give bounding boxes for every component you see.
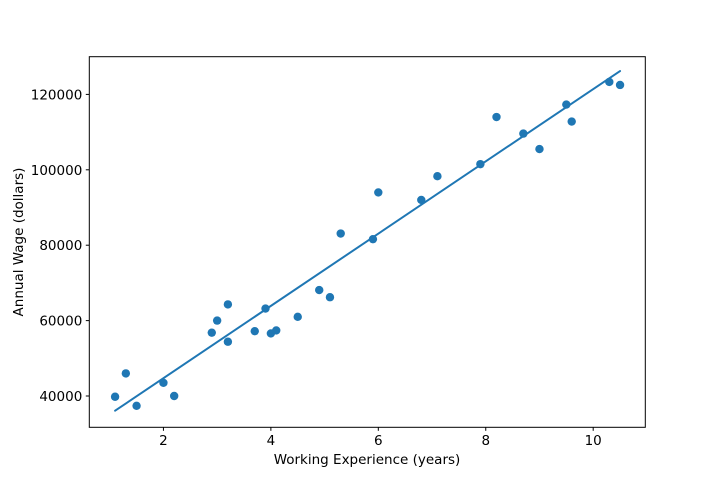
trend-line — [114, 70, 622, 412]
data-point — [212, 316, 222, 325]
data-point — [325, 293, 335, 302]
x-tick-label: 8 — [481, 433, 490, 449]
x-tick-label: 2 — [159, 433, 168, 449]
data-point — [223, 300, 233, 309]
y-tick-label: 40000 — [39, 389, 82, 405]
data-point — [293, 312, 302, 322]
y-tick-label: 120000 — [31, 87, 83, 103]
x-tick-label: 6 — [374, 433, 383, 449]
data-point — [315, 285, 324, 295]
data-point — [374, 188, 383, 197]
y-tick-label: 100000 — [31, 163, 83, 179]
data-point — [368, 234, 378, 244]
x-tick-label: 10 — [585, 433, 602, 449]
y-tick-label: 80000 — [39, 238, 82, 254]
x-tick-label: 4 — [267, 433, 276, 449]
data-point — [250, 326, 259, 336]
data-point — [492, 112, 501, 122]
data-point — [110, 392, 120, 401]
data-point — [336, 229, 345, 238]
x-axis-title: Working Experience (years) — [273, 452, 461, 468]
data-point — [169, 391, 179, 401]
data-point — [433, 172, 442, 181]
data-point — [121, 369, 131, 378]
data-point — [417, 195, 426, 205]
data-point — [567, 117, 576, 126]
data-point — [207, 328, 216, 337]
data-point — [132, 401, 141, 411]
plot-border — [88, 56, 646, 428]
y-axis-title: Annual Wage (dollars) — [11, 167, 27, 317]
y-tick-label: 60000 — [39, 314, 82, 330]
data-point — [615, 80, 625, 90]
data-point — [535, 144, 544, 154]
data-point — [223, 337, 233, 346]
data-point — [272, 326, 281, 335]
